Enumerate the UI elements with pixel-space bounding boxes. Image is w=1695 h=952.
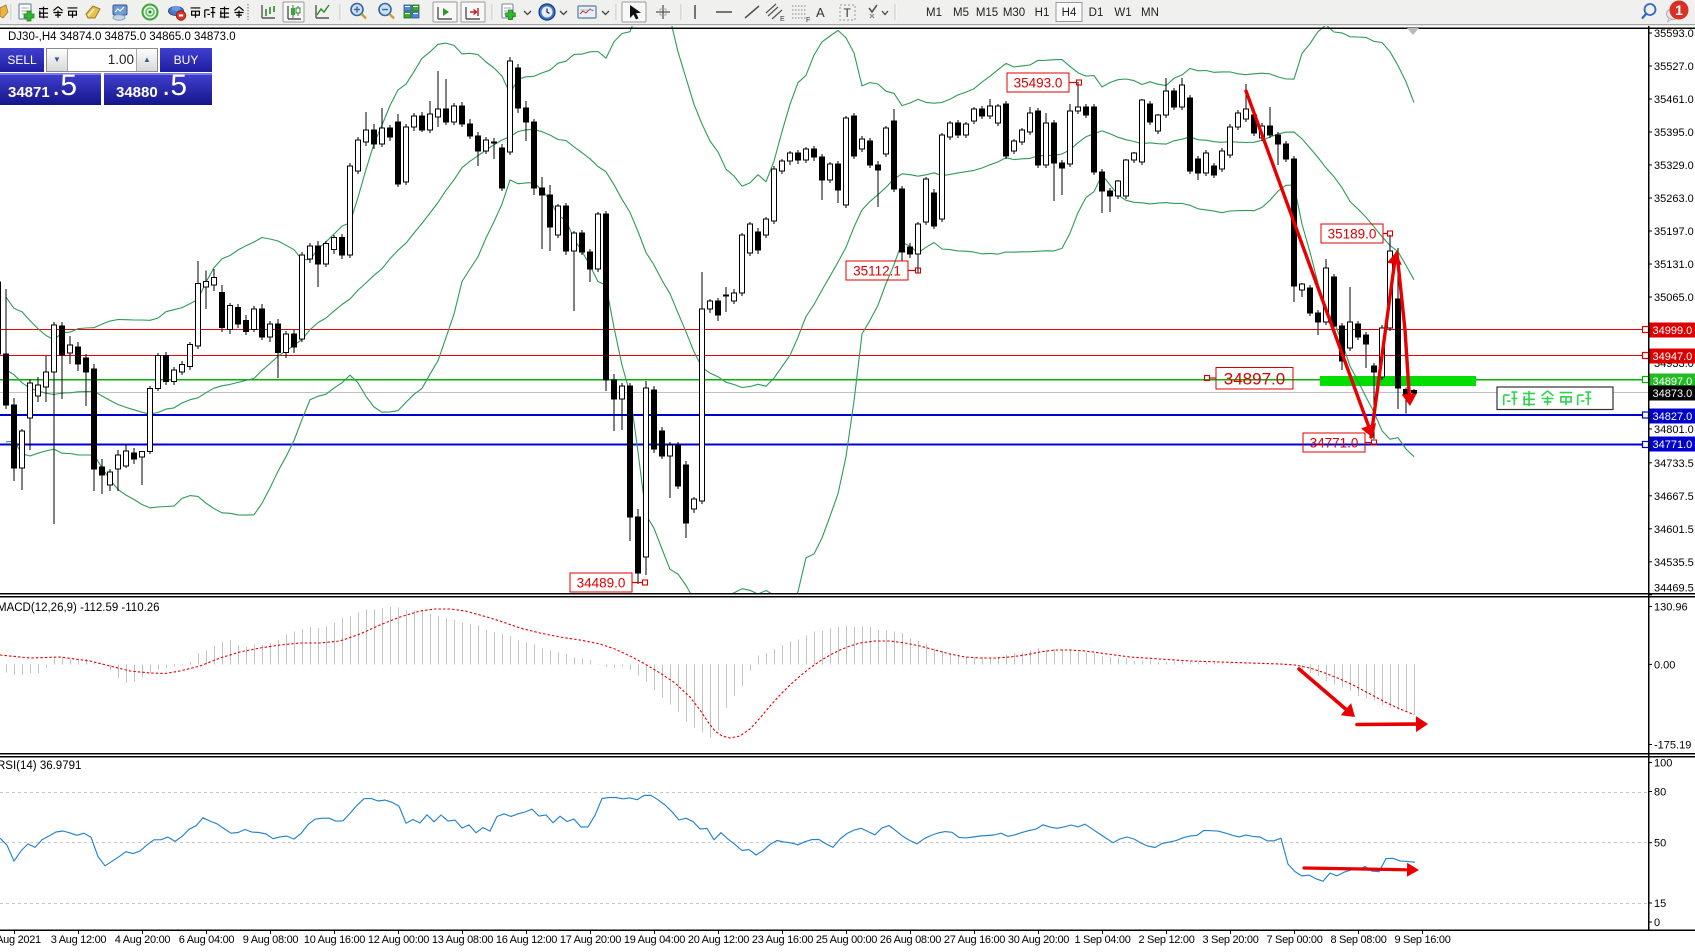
svg-text:0: 0 (1654, 917, 1660, 929)
svg-text:30 Aug 20:00: 30 Aug 20:00 (1008, 934, 1069, 946)
svg-text:20 Aug 12:00: 20 Aug 12:00 (688, 934, 749, 946)
svg-text:MACD(12,26,9) -112.59 -110.26: MACD(12,26,9) -112.59 -110.26 (0, 602, 160, 614)
svg-text:35329.0: 35329.0 (1654, 160, 1694, 172)
svg-text:0.00: 0.00 (1654, 659, 1675, 671)
svg-text:35493.0: 35493.0 (1014, 75, 1063, 90)
svg-text:MN: MN (1141, 7, 1159, 19)
svg-text:-175.19: -175.19 (1654, 740, 1691, 752)
svg-text:10 Aug 16:00: 10 Aug 16:00 (304, 934, 365, 946)
svg-text:25 Aug 00:00: 25 Aug 00:00 (816, 934, 877, 946)
svg-text:19 Aug 04:00: 19 Aug 04:00 (624, 934, 685, 946)
svg-text:M30: M30 (1003, 7, 1025, 19)
svg-text:100: 100 (1654, 758, 1672, 770)
svg-text:35189.0: 35189.0 (1328, 226, 1377, 241)
svg-text:34469.5: 34469.5 (1654, 583, 1694, 595)
svg-text:M5: M5 (953, 7, 969, 19)
svg-text:35593.0: 35593.0 (1654, 28, 1694, 40)
svg-text:27 Aug 16:00: 27 Aug 16:00 (944, 934, 1005, 946)
svg-text:34601.5: 34601.5 (1654, 524, 1694, 536)
svg-text:H1: H1 (1035, 7, 1050, 19)
svg-text:2 Sep 12:00: 2 Sep 12:00 (1138, 934, 1194, 946)
svg-text:34947.0: 34947.0 (1653, 351, 1693, 363)
svg-text:9 Aug 08:00: 9 Aug 08:00 (243, 934, 299, 946)
svg-text:3 Aug 12:00: 3 Aug 12:00 (51, 934, 107, 946)
svg-text:T: T (844, 6, 852, 20)
svg-text:80: 80 (1654, 787, 1666, 799)
svg-text:34999.0: 34999.0 (1653, 325, 1693, 337)
svg-text:35197.0: 35197.0 (1654, 226, 1694, 238)
svg-text:130.96: 130.96 (1654, 602, 1688, 614)
svg-text:16 Aug 12:00: 16 Aug 12:00 (496, 934, 557, 946)
svg-text:2 Aug 2021: 2 Aug 2021 (0, 934, 41, 946)
svg-text:50: 50 (1654, 838, 1666, 850)
svg-text:13 Aug 08:00: 13 Aug 08:00 (432, 934, 493, 946)
svg-text:34827.0: 34827.0 (1653, 411, 1693, 423)
svg-text:35065.0: 35065.0 (1654, 292, 1694, 304)
svg-text:34489.0: 34489.0 (577, 575, 626, 590)
svg-text:35395.0: 35395.0 (1654, 127, 1694, 139)
svg-text:H4: H4 (1062, 7, 1077, 19)
svg-text:M15: M15 (976, 7, 998, 19)
svg-text:34771.0: 34771.0 (1310, 435, 1359, 450)
svg-text:17 Aug 20:00: 17 Aug 20:00 (560, 934, 621, 946)
svg-text:6 Aug 04:00: 6 Aug 04:00 (179, 934, 235, 946)
svg-text:8 Sep 08:00: 8 Sep 08:00 (1330, 934, 1386, 946)
svg-text:34897.0: 34897.0 (1224, 369, 1285, 388)
svg-text:35131.0: 35131.0 (1654, 259, 1694, 271)
svg-text:7 Sep 00:00: 7 Sep 00:00 (1266, 934, 1322, 946)
svg-text:4 Aug 20:00: 4 Aug 20:00 (115, 934, 171, 946)
svg-text:DJ30-,H4 34874.0 34875.0 3486: DJ30-,H4 34874.0 34875.0 34865.0 34873.0 (8, 31, 236, 43)
svg-text:W1: W1 (1114, 7, 1131, 19)
svg-text:E: E (780, 16, 785, 23)
svg-text:34873.0: 34873.0 (1653, 388, 1693, 400)
svg-text:35527.0: 35527.0 (1654, 61, 1694, 73)
svg-text:RSI(14) 36.9791: RSI(14) 36.9791 (0, 760, 81, 772)
svg-text:34667.5: 34667.5 (1654, 491, 1694, 503)
svg-text:M1: M1 (926, 7, 942, 19)
svg-text:15: 15 (1654, 898, 1666, 910)
svg-text:A: A (816, 5, 825, 20)
svg-text:35461.0: 35461.0 (1654, 94, 1694, 106)
svg-text:26 Aug 08:00: 26 Aug 08:00 (880, 934, 941, 946)
svg-text:34771.0: 34771.0 (1653, 439, 1693, 451)
svg-text:34535.5: 34535.5 (1654, 557, 1694, 569)
svg-text:D1: D1 (1089, 7, 1104, 19)
svg-text:34733.5: 34733.5 (1654, 458, 1694, 470)
svg-text:1 Sep 04:00: 1 Sep 04:00 (1074, 934, 1130, 946)
svg-text:3 Sep 20:00: 3 Sep 20:00 (1202, 934, 1258, 946)
svg-text:23 Aug 16:00: 23 Aug 16:00 (752, 934, 813, 946)
svg-text:9 Sep 16:00: 9 Sep 16:00 (1394, 934, 1450, 946)
svg-text:1: 1 (1675, 2, 1683, 18)
svg-text:35112.1: 35112.1 (853, 263, 901, 278)
svg-text:F: F (806, 17, 810, 24)
svg-text:34801.0: 34801.0 (1654, 424, 1694, 436)
svg-text:12 Aug 00:00: 12 Aug 00:00 (368, 934, 429, 946)
svg-text:35263.0: 35263.0 (1654, 193, 1694, 205)
